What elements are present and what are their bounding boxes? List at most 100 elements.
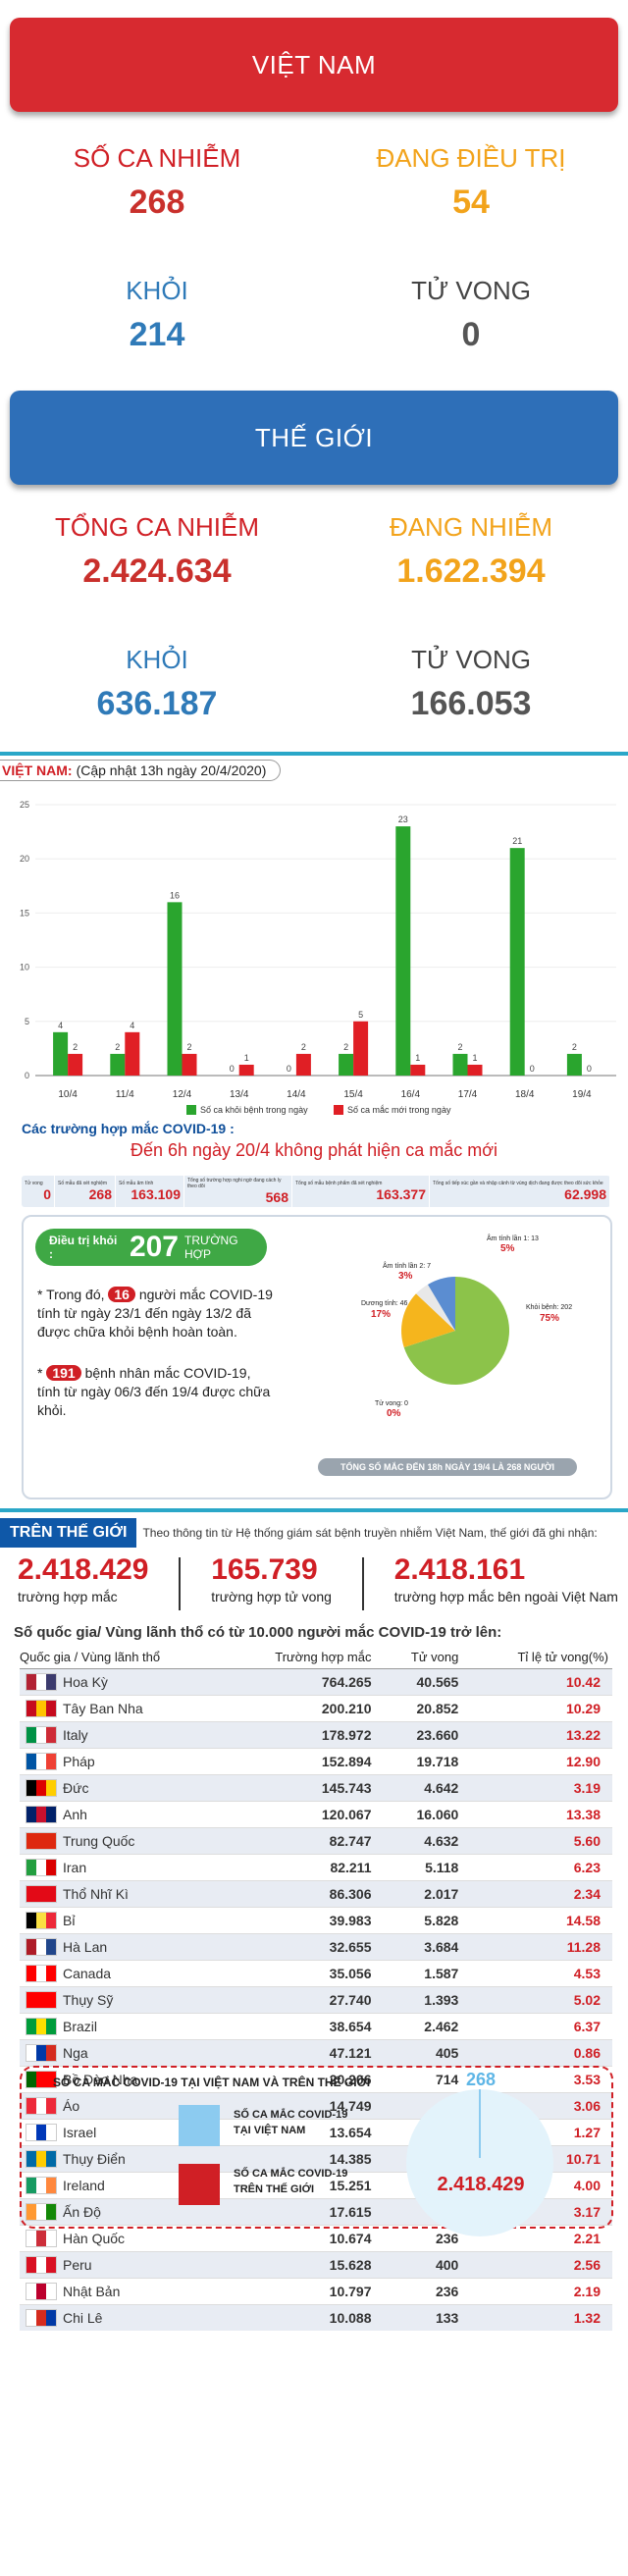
world-section: TRÊN THẾ GIỚI Theo thông tin từ Hệ thống… xyxy=(0,1518,628,2499)
flag-cell xyxy=(20,2197,63,2225)
country-death-rate: 10.29 xyxy=(468,1694,612,1721)
stat-strip-value: 163.109 xyxy=(131,1186,181,1202)
table-row: Iran 82.211 5.118 6.23 xyxy=(20,1853,612,1880)
country-deaths: 2.017 xyxy=(381,1879,469,1907)
flag-cell xyxy=(20,2144,63,2172)
bar-value-label: 23 xyxy=(398,815,408,824)
bar-value-label: 4 xyxy=(130,1021,134,1030)
recovered-pill-value: 207 xyxy=(129,1231,179,1263)
stat-strip-value: 62.998 xyxy=(564,1186,606,1202)
divider xyxy=(179,1557,182,1610)
country-death-rate: 2.34 xyxy=(468,1879,612,1907)
country-name: Thụy Sỹ xyxy=(63,1985,220,2013)
legend-label-recovered: Số ca khỏi bệnh trong ngày xyxy=(200,1105,308,1115)
country-death-rate: 3.19 xyxy=(468,1773,612,1801)
pie-slice-retest2 xyxy=(416,1285,455,1331)
country-cases: 14.749 xyxy=(220,2091,382,2119)
vn-confirmed-value: 268 xyxy=(129,183,185,221)
stat-strip-item: Tổng số tiếp xúc gần và nhập cảnh từ vùn… xyxy=(430,1176,610,1207)
bar-value-label: 2 xyxy=(186,1042,191,1052)
vn-treating-label: ĐANG ĐIỀU TRỊ xyxy=(376,142,566,173)
bar-recovered xyxy=(509,848,525,1076)
country-death-rate: 5.60 xyxy=(468,1826,612,1854)
flag-cell xyxy=(20,1800,63,1827)
world-deaths-label: trường hợp tử vong xyxy=(211,1589,332,1604)
country-flag-icon xyxy=(26,1911,57,1929)
para2-text: bệnh nhân mắc COVID-19, tính từ ngày 06/… xyxy=(37,1365,271,1418)
legend-swatch-recovered xyxy=(186,1105,196,1115)
country-cases: 27.740 xyxy=(220,1985,382,2013)
comparison-box: SỐ CA MẮC COVID-19 TẠI VIỆT NAM VÀ TRÊN … xyxy=(20,2066,613,2236)
bar-new-cases xyxy=(182,1053,197,1076)
y-tick-label: 20 xyxy=(20,854,29,864)
table-row: Bỉ 39.983 5.828 14.58 xyxy=(20,1906,612,1933)
country-cases: 47.121 xyxy=(220,2038,382,2066)
flag-cell xyxy=(20,2038,63,2066)
country-flag-icon xyxy=(26,1858,57,1876)
flag-cell xyxy=(20,1667,63,1695)
table-row: Hàn Quốc 10.674 236 2.21 xyxy=(20,2224,612,2251)
recovery-panel: Điều trị khỏi : 207 TRƯỜNG HỢP * Trong đ… xyxy=(22,1215,612,1499)
bar-value-label: 1 xyxy=(472,1053,477,1063)
pie-pct-retest2: 3% xyxy=(398,1271,413,1282)
x-tick-label: 18/4 xyxy=(515,1089,535,1100)
table-row: Italy 178.972 23.660 13.22 xyxy=(20,1720,612,1748)
country-deaths: 2.462 xyxy=(381,2012,469,2039)
country-deaths: 1.393 xyxy=(381,1985,469,2013)
recovered-pill-label: Điều trị khỏi : xyxy=(49,1234,118,1261)
recovery-paragraph-1: * Trong đó, 16 người mắc COVID-19 tính t… xyxy=(37,1287,273,1340)
flag-cell xyxy=(20,2250,63,2278)
country-death-rate: 2.21 xyxy=(468,2224,612,2251)
comparison-vn-value: 268 xyxy=(465,2070,497,2089)
stat-strip-label: Tổng số mẫu bệnh phẩm đã xét nghiệm xyxy=(295,1181,383,1186)
x-tick-label: 14/4 xyxy=(287,1089,306,1100)
y-tick-label: 10 xyxy=(20,963,29,973)
flag-cell xyxy=(20,1906,63,1933)
world-total-value: 2.418.429 xyxy=(18,1553,149,1586)
country-deaths: 236 xyxy=(381,2277,469,2304)
country-flag-icon xyxy=(26,2202,57,2221)
header-cases: Trường hợp mắc xyxy=(220,1647,382,1669)
stat-strip-value: 268 xyxy=(88,1186,112,1202)
country-cases: 15.251 xyxy=(220,2171,382,2198)
vietnam-stats: SỐ CA NHIỄM 268 ĐANG ĐIỀU TRỊ 54 KHỎI 21… xyxy=(0,116,628,381)
world-total-label: trường hợp mắc xyxy=(18,1589,118,1604)
bar-value-label: 0 xyxy=(287,1064,291,1074)
vn-deaths-value: 0 xyxy=(461,315,481,353)
no-new-cases-text: Đến 6h ngày 20/4 không phát hiện ca mắc … xyxy=(130,1140,498,1160)
country-name: Thổ Nhĩ Kì xyxy=(63,1879,220,1907)
country-cases: 86.306 xyxy=(220,1879,382,1907)
bar-value-label: 4 xyxy=(58,1021,63,1030)
country-flag-icon xyxy=(26,2043,57,2062)
bar-value-label: 2 xyxy=(457,1042,462,1052)
para1-number: 16 xyxy=(108,1287,135,1302)
country-cases: 20.206 xyxy=(220,2065,382,2092)
y-tick-label: 15 xyxy=(20,908,29,918)
y-tick-label: 0 xyxy=(25,1071,29,1080)
vn-recovered-value: 214 xyxy=(129,315,185,353)
country-flag-icon xyxy=(26,1831,57,1850)
bar-value-label: 1 xyxy=(244,1053,249,1063)
recovery-paragraph-2: * 191 bệnh nhân mắc COVID-19, tính từ ng… xyxy=(37,1365,271,1418)
country-death-rate: 13.38 xyxy=(468,1800,612,1827)
pie-slice-recovered xyxy=(403,1277,510,1385)
country-flag-icon xyxy=(26,1725,57,1744)
bar-new-cases xyxy=(125,1031,140,1076)
country-name: Hà Lan xyxy=(63,1932,220,1960)
country-name: Hoa Kỳ xyxy=(63,1667,220,1695)
bar-recovered xyxy=(53,1031,69,1076)
table-row: Đức 145.743 4.642 3.19 xyxy=(20,1773,612,1801)
bar-new-cases xyxy=(353,1021,369,1076)
bar-value-label: 1 xyxy=(415,1053,420,1063)
table-row: Hoa Kỳ 764.265 40.565 10.42 xyxy=(20,1667,612,1695)
daily-cases-bar-chart: 05101520254210/42411/416212/40113/40214/… xyxy=(20,800,616,1115)
flag-cell xyxy=(20,1773,63,1801)
country-flag-icon xyxy=(26,1884,57,1903)
bar-value-label: 2 xyxy=(115,1042,120,1052)
country-name: Nga xyxy=(63,2038,220,2066)
world-deaths-value: 166.053 xyxy=(410,684,532,722)
header-rate: Tỉ lệ tử vong(%) xyxy=(468,1647,612,1669)
country-flag-icon xyxy=(26,1672,57,1691)
country-flag-icon xyxy=(26,2017,57,2035)
world-banner: THẾ GIỚI xyxy=(10,391,618,485)
